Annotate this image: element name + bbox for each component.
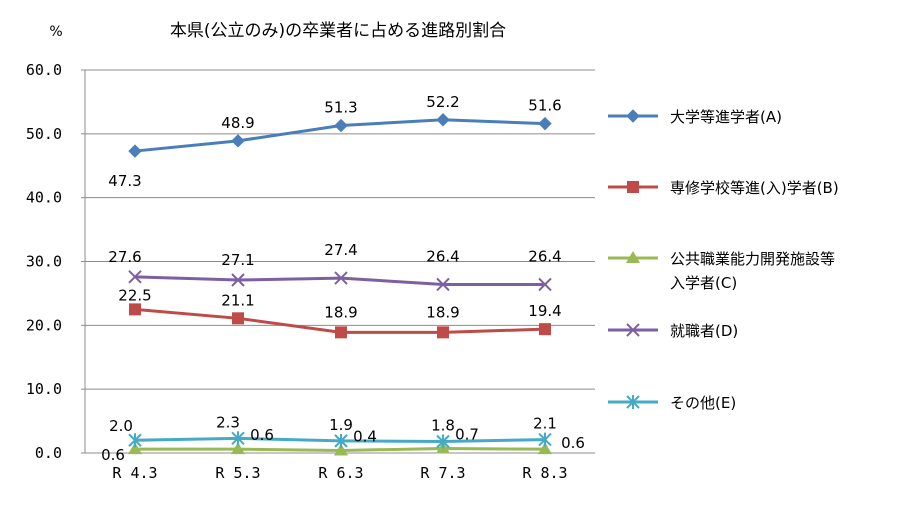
- data-point-marker: [437, 326, 449, 339]
- legend-label: 大学等進学者(A): [670, 108, 782, 126]
- legend: 大学等進学者(A) 専修学校等進(入)学者(B) 公共職業能力開発施設等入学者(C)…: [608, 108, 839, 412]
- data-label: 0.6: [250, 426, 274, 444]
- data-point-marker: [627, 181, 639, 193]
- data-point-marker: [334, 271, 348, 285]
- data-point-marker: [334, 433, 348, 448]
- data-point-marker: [334, 443, 348, 456]
- y-axis-ticks: 0.0 10.0 20.0 30.0 40.0 50.0 60.0: [26, 61, 85, 462]
- data-label: 26.4: [426, 247, 459, 265]
- data-point-marker: [626, 395, 640, 409]
- x-tick-label: R 5.3: [215, 464, 260, 482]
- data-point-marker: [129, 303, 141, 316]
- data-label: 52.2: [426, 93, 459, 111]
- data-label: 0.7: [455, 426, 479, 444]
- data-label: 18.9: [324, 303, 357, 321]
- data-point-marker: [128, 433, 142, 448]
- legend-item: 就職者(D): [608, 322, 738, 340]
- legend-label: 公共職業能力開発施設等: [670, 250, 835, 268]
- data-label: 22.5: [118, 286, 151, 304]
- legend-label: その他(E): [670, 394, 736, 412]
- y-axis-unit: %: [49, 24, 62, 40]
- data-label: 27.1: [221, 251, 254, 269]
- data-point-marker: [231, 273, 245, 287]
- data-label: 2.3: [216, 413, 240, 431]
- data-point-marker: [231, 431, 245, 446]
- data-point-marker: [538, 116, 552, 131]
- x-tick-label: R 4.3: [112, 464, 157, 482]
- x-tick-label: R 6.3: [318, 464, 363, 482]
- data-label: 47.3: [108, 172, 141, 190]
- data-label: 2.1: [533, 415, 557, 433]
- data-label: 27.6: [108, 248, 141, 266]
- legend-label: 就職者(D): [670, 322, 738, 340]
- data-point-marker: [538, 442, 552, 455]
- data-label: 51.6: [528, 97, 561, 115]
- data-label: 2.0: [109, 417, 133, 435]
- y-tick-label: 50.0: [26, 125, 62, 143]
- data-point-marker: [626, 109, 640, 123]
- chart-title: 本県(公立のみ)の卒業者に占める進路別割合: [170, 21, 506, 41]
- data-point-marker: [128, 144, 142, 158]
- data-label: 1.9: [329, 416, 353, 434]
- data-label: 0.4: [353, 427, 377, 445]
- y-tick-label: 30.0: [26, 253, 62, 271]
- data-point-marker: [436, 434, 450, 449]
- data-point-marker: [335, 326, 347, 339]
- x-tick-label: R 7.3: [420, 464, 465, 482]
- data-point-marker: [626, 323, 640, 337]
- gridlines: [85, 69, 595, 390]
- data-label: 18.9: [426, 303, 459, 321]
- data-point-marker: [231, 442, 245, 455]
- data-label: 48.9: [221, 114, 254, 132]
- legend-item: その他(E): [608, 394, 736, 412]
- data-point-marker: [539, 323, 551, 336]
- data-point-marker: [626, 251, 640, 263]
- data-label: 26.4: [528, 247, 561, 265]
- data-point-marker: [538, 277, 552, 292]
- data-point-marker: [334, 118, 348, 133]
- legend-item: 大学等進学者(A): [608, 108, 782, 126]
- data-point-marker: [128, 270, 142, 284]
- data-point-marker: [128, 442, 142, 455]
- data-label: 0.6: [101, 446, 125, 464]
- legend-label: 入学者(C): [670, 274, 737, 292]
- data-label: 1.8: [431, 417, 455, 435]
- data-point-marker: [436, 113, 450, 127]
- series-markers: [128, 113, 552, 456]
- legend-label: 専修学校等進(入)学者(B): [670, 179, 839, 197]
- y-tick-label: 10.0: [26, 380, 62, 398]
- data-label: 19.4: [528, 302, 561, 320]
- data-point-marker: [436, 277, 450, 292]
- y-tick-label: 20.0: [26, 316, 62, 334]
- data-label: 0.6: [561, 434, 585, 452]
- data-point-marker: [231, 134, 245, 148]
- y-tick-label: 0.0: [35, 444, 62, 462]
- data-labels: 47.3 48.9 51.3 52.2 51.6 22.5 21.1 18.9 18.9 19.4…: [101, 93, 585, 464]
- data-label: 21.1: [221, 291, 254, 309]
- x-axis-ticks: R 4.3 R 5.3 R 6.3 R 7.3 R 8.3: [112, 464, 567, 482]
- data-point-marker: [538, 432, 552, 447]
- y-tick-label: 40.0: [26, 189, 62, 207]
- y-tick-label: 60.0: [26, 61, 62, 79]
- data-label: 51.3: [324, 99, 357, 117]
- data-label: 27.4: [324, 241, 357, 259]
- x-tick-label: R 8.3: [522, 464, 567, 482]
- legend-item: 専修学校等進(入)学者(B): [608, 179, 839, 197]
- series-lines: [134, 118, 546, 452]
- data-point-marker: [232, 312, 244, 325]
